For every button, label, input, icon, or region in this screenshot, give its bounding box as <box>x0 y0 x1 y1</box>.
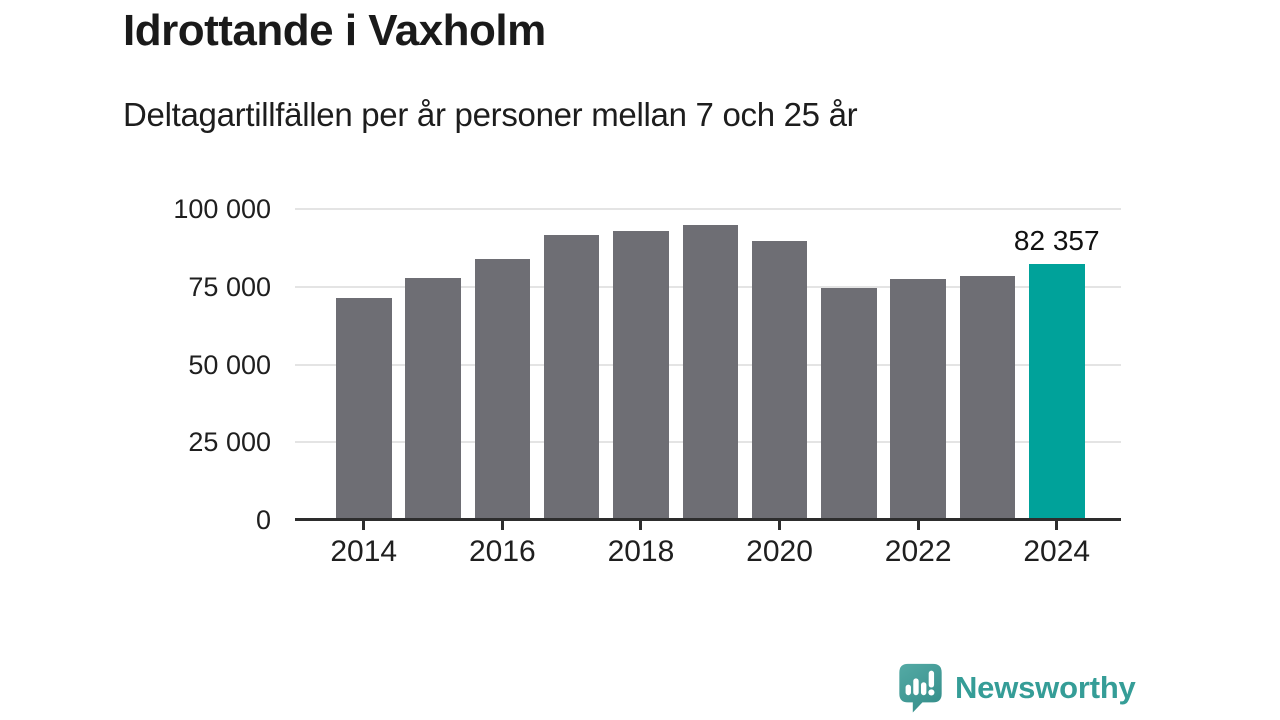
bar-2020 <box>751 240 808 520</box>
bar-2019 <box>682 225 738 520</box>
x-tick-label: 2014 <box>330 535 398 568</box>
x-tick-label: 2022 <box>884 535 952 568</box>
y-tick-label: 100 000 <box>173 194 271 224</box>
bar-2024 <box>1029 263 1085 520</box>
x-axis-tick <box>362 521 366 530</box>
bar-2014 <box>336 297 392 520</box>
x-tick-label: 2016 <box>468 535 536 568</box>
newsworthy-brand: Newsworthy <box>897 662 1136 713</box>
bar-2022 <box>890 278 946 520</box>
chart-title: Idrottande i Vaxholm <box>123 6 546 55</box>
y-tick-label: 0 <box>255 505 271 535</box>
newsworthy-speech-bubble-bar-chart-icon <box>897 662 944 713</box>
highlighted-value-label: 82 357 <box>1013 224 1100 256</box>
bar-chart-plot-area: 0 25 000 50 000 75 000 100 000 2014 2016 2018 20… <box>173 194 1121 568</box>
bar-2015 <box>405 278 461 520</box>
brand-name: Newsworthy <box>955 669 1136 705</box>
bar-2018 <box>613 231 669 520</box>
bar-2023 <box>959 275 1016 520</box>
chart-subtitle: Deltagartillfällen per år personer mella… <box>123 96 858 133</box>
gridline-100000 <box>295 208 1121 210</box>
y-tick-label: 75 000 <box>188 271 271 302</box>
x-axis-tick <box>916 521 920 530</box>
x-tick-label: 2024 <box>1023 535 1091 568</box>
x-tick-label: 2018 <box>607 535 675 568</box>
x-tick-label: 2020 <box>746 535 813 568</box>
y-tick-label: 50 000 <box>188 349 271 380</box>
x-axis-tick <box>500 521 504 530</box>
x-axis-line <box>295 518 1121 521</box>
y-tick-label: 25 000 <box>188 427 271 458</box>
bar-2016 <box>474 258 531 520</box>
x-axis-tick <box>778 521 782 530</box>
x-axis-tick <box>639 521 643 530</box>
bar-2017 <box>543 235 600 520</box>
x-axis-tick <box>1055 521 1059 530</box>
bar-2021 <box>821 287 877 520</box>
